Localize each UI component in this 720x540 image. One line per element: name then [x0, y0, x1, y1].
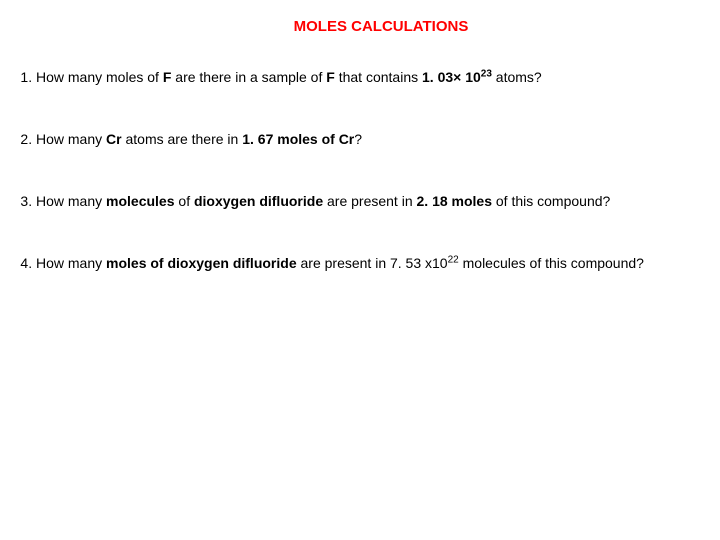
- q1-text-pre: How many moles of: [36, 69, 163, 85]
- q2-text-mid1: atoms are there in: [122, 131, 243, 147]
- q1-text-mid1: are there in a sample of: [171, 69, 326, 85]
- q4-superscript: 22: [448, 254, 459, 265]
- q1-bold-3: 1. 03× 10: [422, 69, 481, 85]
- questions-list: How many moles of F are there in a sampl…: [10, 63, 702, 277]
- question-1: How many moles of F are there in a sampl…: [36, 63, 702, 91]
- q1-text-mid2: that contains: [335, 69, 422, 85]
- q3-bold-1: molecules: [106, 193, 174, 209]
- q3-text-pre: How many: [36, 193, 106, 209]
- q4-bold-1: moles of dioxygen difluoride: [106, 255, 297, 271]
- page-title: MOLES CALCULATIONS: [60, 18, 702, 35]
- q2-text-post: ?: [354, 131, 362, 147]
- q3-text-post: of this compound?: [492, 193, 610, 209]
- q4-text-mid1: are present in 7. 53 x10: [297, 255, 448, 271]
- q2-bold-2: 1. 67 moles of Cr: [242, 131, 354, 147]
- q4-text-post: molecules of this compound?: [459, 255, 644, 271]
- q1-text-post: atoms?: [492, 69, 542, 85]
- question-2: How many Cr atoms are there in 1. 67 mol…: [36, 125, 702, 153]
- q1-bold-2: F: [326, 69, 335, 85]
- q2-text-pre: How many: [36, 131, 106, 147]
- q4-text-pre: How many: [36, 255, 106, 271]
- worksheet-page: MOLES CALCULATIONS How many moles of F a…: [0, 0, 720, 321]
- question-3: How many molecules of dioxygen difluorid…: [36, 187, 702, 215]
- q3-text-mid2: are present in: [323, 193, 416, 209]
- question-4: How many moles of dioxygen difluoride ar…: [36, 249, 702, 277]
- q3-text-mid1: of: [175, 193, 194, 209]
- q3-bold-3: 2. 18 moles: [417, 193, 493, 209]
- q2-bold-1: Cr: [106, 131, 122, 147]
- q1-superscript: 23: [481, 68, 492, 79]
- q3-bold-2: dioxygen difluoride: [194, 193, 323, 209]
